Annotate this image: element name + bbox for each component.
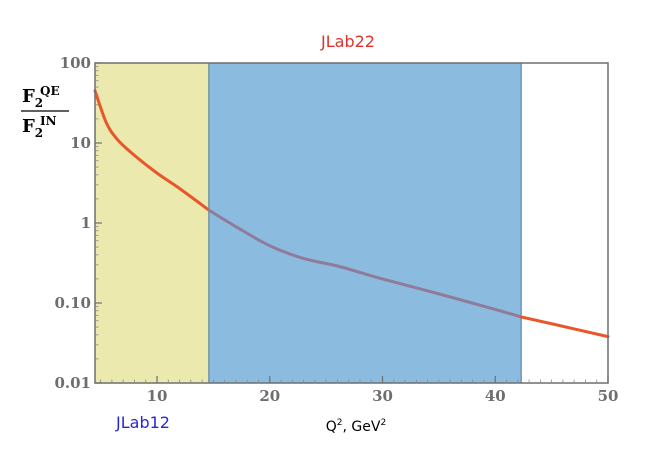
x-axis-label: Q2, GeV2 bbox=[326, 418, 386, 435]
y-label-num-sup: QE bbox=[40, 84, 60, 98]
shaded-regions bbox=[95, 63, 522, 383]
y-tick-label: 10 bbox=[70, 134, 91, 152]
x-axis-label-main: Q bbox=[326, 419, 337, 435]
x-axis-ticks: 10 20 30 40 50 bbox=[100, 376, 619, 405]
x-tick-label: 40 bbox=[485, 387, 506, 405]
y-tick-label: 0.01 bbox=[54, 374, 91, 392]
region-jlab22 bbox=[208, 63, 522, 383]
region-label-jlab22: JLab22 bbox=[320, 32, 375, 51]
y-label-den-base: F bbox=[22, 116, 35, 137]
x-axis-label-unit-sup: 2 bbox=[380, 418, 386, 428]
y-axis-label: F2 QE F2 IN bbox=[21, 84, 69, 140]
y-axis-ticks: 0.01 0.10 1 10 100 bbox=[54, 54, 102, 392]
series-line-low-q2 bbox=[93, 89, 211, 212]
x-tick-label: 20 bbox=[259, 387, 280, 405]
x-tick-label: 10 bbox=[147, 387, 168, 405]
y-label-num-base: F bbox=[22, 86, 35, 107]
series-line-high-q2 bbox=[519, 315, 610, 339]
y-label-num-sub: 2 bbox=[35, 96, 43, 110]
y-label-den-sup: IN bbox=[40, 114, 57, 128]
series-line-jlab22-band bbox=[207, 208, 523, 319]
svg-text:F2: F2 bbox=[22, 116, 43, 140]
x-tick-label: 50 bbox=[598, 387, 619, 405]
region-jlab12 bbox=[95, 63, 209, 383]
x-tick-label: 30 bbox=[372, 387, 393, 405]
y-tick-label: 0.10 bbox=[54, 294, 91, 312]
series-lines bbox=[93, 89, 610, 339]
x-axis-label-unit: , GeV bbox=[343, 419, 381, 435]
region-label-jlab12: JLab12 bbox=[115, 413, 170, 432]
y-tick-label: 100 bbox=[60, 54, 91, 72]
y-tick-label: 1 bbox=[81, 214, 91, 232]
y-label-den-sub: 2 bbox=[35, 126, 43, 140]
svg-text:F2: F2 bbox=[22, 86, 43, 110]
x-axis-label-sup: 2 bbox=[337, 418, 343, 428]
